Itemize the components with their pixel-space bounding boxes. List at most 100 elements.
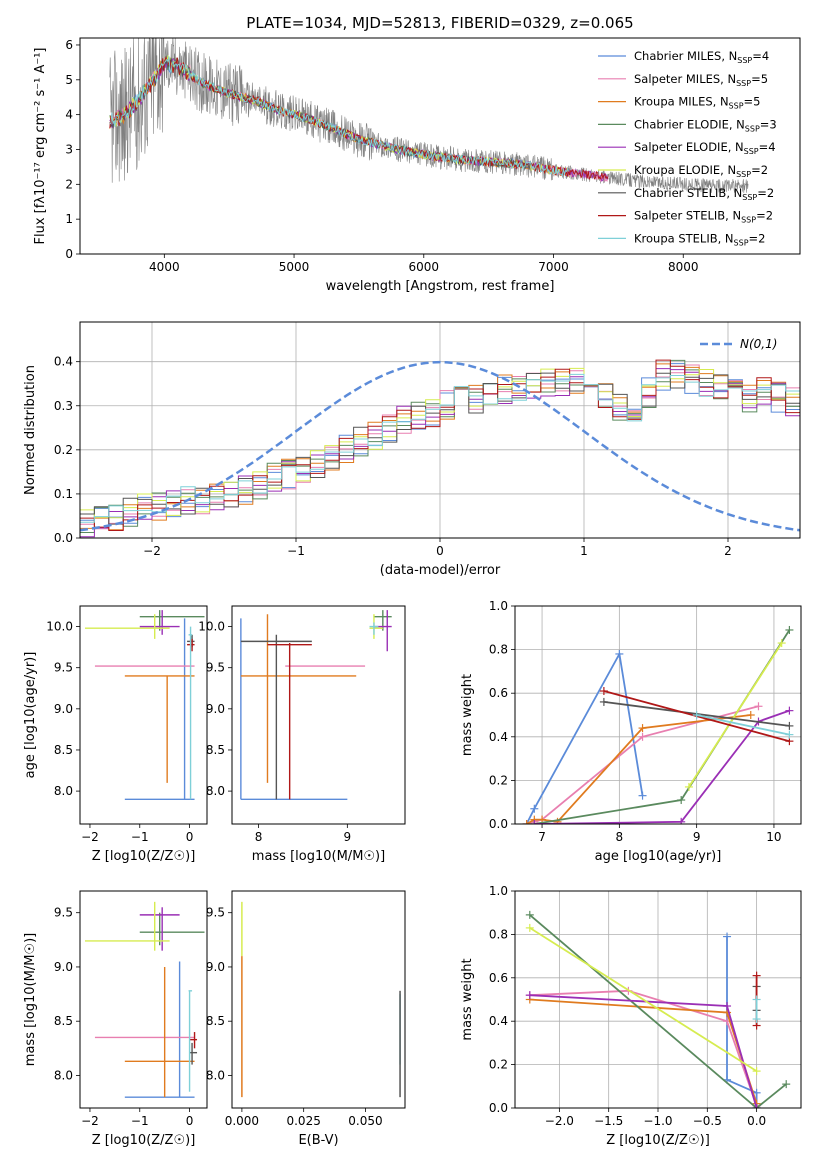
errorbar-chabrier-miles [124, 618, 195, 801]
y-tick-label: 8.0 [206, 1068, 225, 1082]
x-tick-label: −1.0 [643, 1114, 672, 1128]
x-tick-label: 0.000 [225, 1114, 259, 1128]
weight_vs_age-panel: 7 8 9 10 0.0 0.2 0.4 0.6 0.8 1.0 age [log10(age/yr… [460, 599, 801, 864]
y-axis-label: Normed distribution [23, 365, 38, 495]
errorbar-chabrier-stelib [189, 1042, 198, 1065]
x-tick-label: 7 [538, 830, 546, 844]
weight_vs_age-frame [514, 605, 802, 825]
spectrum-marks [109, 38, 749, 193]
x-tick-label: −2 [81, 1114, 99, 1128]
y-tick-label: 0.1 [54, 487, 73, 501]
spectrum-panel: 4000 5000 6000 7000 8000 0 1 2 3 4 5 6 wavelength [A… [33, 38, 749, 294]
model-line-salpeter-stelib [109, 56, 609, 180]
mass_vs_ebv-marks [241, 901, 401, 1098]
age_vs_mass-panel: 8 9 8.0 8.5 9.0 9.5 10.0 mass [log10(M/M☉)] [198, 610, 392, 864]
errorbar-kroupa-elodie [84, 614, 170, 639]
x-tick-label: 0.050 [348, 1114, 382, 1128]
legend-label: Salpeter MILES, NSSP=5 [634, 72, 768, 88]
errorbar-kroupa-stelib [369, 622, 379, 635]
y-tick-label: 1.0 [489, 599, 508, 613]
y-tick-label: 0.2 [54, 443, 73, 457]
y-tick-label: 0.4 [489, 1014, 508, 1028]
legend-label: Chabrier MILES, NSSP=4 [634, 49, 769, 65]
x-tick-label: 0.025 [286, 1114, 320, 1128]
age_vs_Z-frame [79, 605, 208, 825]
spectrum-legend: Chabrier MILES, NSSP=4 Salpeter MILES, NS… [598, 49, 777, 247]
x-tick-label: −1 [131, 1114, 149, 1128]
y-tick-label: 8.5 [206, 1014, 225, 1028]
x-tick-label: −0.5 [693, 1114, 722, 1128]
hist-kroupa-elodie [80, 367, 800, 538]
errorbar-kroupa-miles [124, 675, 195, 783]
y-tick-label: 4 [65, 108, 73, 122]
x-axis-label: (data-model)/error [380, 563, 501, 578]
age_vs_Z-panel: −2 −1 0 8.0 8.5 9.0 9.5 10.0 Z [log10(Z/Z☉)] age … [23, 610, 205, 864]
y-tick-label: 8.0 [206, 784, 225, 798]
y-tick-label: 9.5 [54, 906, 73, 920]
x-tick-label: 9 [693, 830, 701, 844]
mass_vs_Z-marks [84, 901, 205, 1098]
y-tick-label: 9.5 [206, 906, 225, 920]
weight_vs_Z-frame [514, 890, 802, 1109]
y-tick-label: 0.6 [489, 971, 508, 985]
y-tick-label: 8.0 [54, 1068, 73, 1082]
legend-label: Kroupa ELODIE, NSSP=2 [634, 163, 768, 179]
x-axis-label: E(B-V) [298, 1133, 338, 1148]
x-tick-label: 8 [255, 830, 263, 844]
y-tick-label: 6 [65, 38, 73, 52]
legend-label: Chabrier ELODIE, NSSP=3 [634, 117, 777, 133]
errorbar-chabrier-elodie [139, 912, 205, 946]
y-tick-label: 2 [65, 177, 73, 191]
weight_vs_Z-panel: −2.0 −1.5 −1.0 −0.5 0.0 0.0 0.2 0.4 0.6 0.8 1.0 Z [… [460, 884, 801, 1148]
x-tick-label: 0 [186, 1114, 194, 1128]
y-tick-label: 9.5 [206, 661, 225, 675]
errorbar-kroupa-elodie [84, 901, 170, 951]
weight_vs_age-marks [522, 625, 794, 824]
legend-label: Kroupa STELIB, NSSP=2 [634, 231, 765, 247]
weight_vs_Z-marks [525, 910, 791, 1108]
y-tick-label: 8.5 [206, 743, 225, 757]
age_vs_mass-frame [231, 605, 406, 825]
hist-chabrier-stelib [80, 372, 800, 538]
x-axis-label: Z [log10(Z/Z☉)] [92, 1133, 196, 1148]
y-tick-label: 8.0 [54, 784, 73, 798]
y-axis-label: Flux [fλ10⁻¹⁷ erg cm⁻² s⁻¹ A⁻¹] [33, 48, 48, 245]
series-kroupa-elodie [684, 639, 786, 791]
x-tick-label: 2 [724, 544, 732, 558]
y-tick-label: 8.5 [54, 1014, 73, 1028]
y-tick-label: 0.3 [54, 399, 73, 413]
errorbar-kroupa-stelib [188, 990, 193, 1092]
series-kroupa-elodie [525, 923, 761, 1076]
y-tick-label: 0.6 [489, 686, 508, 700]
hist-salpeter-elodie [80, 368, 800, 538]
y-tick-label: 3 [65, 142, 73, 156]
y-tick-label: 10.0 [198, 620, 225, 634]
spectrum-frame [79, 37, 801, 255]
y-tick-label: 9.0 [206, 702, 225, 716]
y-tick-label: 0.0 [489, 1101, 508, 1115]
x-tick-label: 5000 [279, 260, 310, 274]
y-tick-label: 5 [65, 73, 73, 87]
residuals-frame [79, 321, 801, 539]
x-axis-label: Z [log10(Z/Z☉)] [606, 1133, 710, 1148]
y-tick-label: 0.0 [54, 531, 73, 545]
y-tick-label: 9.0 [54, 960, 73, 974]
y-tick-label: 1.0 [489, 884, 508, 898]
x-tick-label: 0.0 [747, 1114, 766, 1128]
y-tick-label: 0.4 [54, 355, 73, 369]
y-tick-label: 0 [65, 247, 73, 261]
y-axis-label: mass weight [460, 958, 475, 1040]
errorbar-kroupa-miles [240, 614, 357, 783]
y-tick-label: 0.0 [489, 817, 508, 831]
hist-kroupa-stelib [80, 373, 800, 538]
y-tick-label: 0.8 [489, 643, 508, 657]
y-tick-label: 9.0 [206, 960, 225, 974]
y-tick-label: 1 [65, 212, 73, 226]
errorbar-kroupa-miles [124, 966, 195, 1098]
legend-label: Chabrier STELIB, NSSP=2 [634, 186, 774, 202]
x-tick-label: 9 [344, 830, 352, 844]
x-tick-label: 8000 [668, 260, 699, 274]
x-tick-label: 6000 [409, 260, 440, 274]
y-axis-label: mass weight [460, 674, 475, 756]
